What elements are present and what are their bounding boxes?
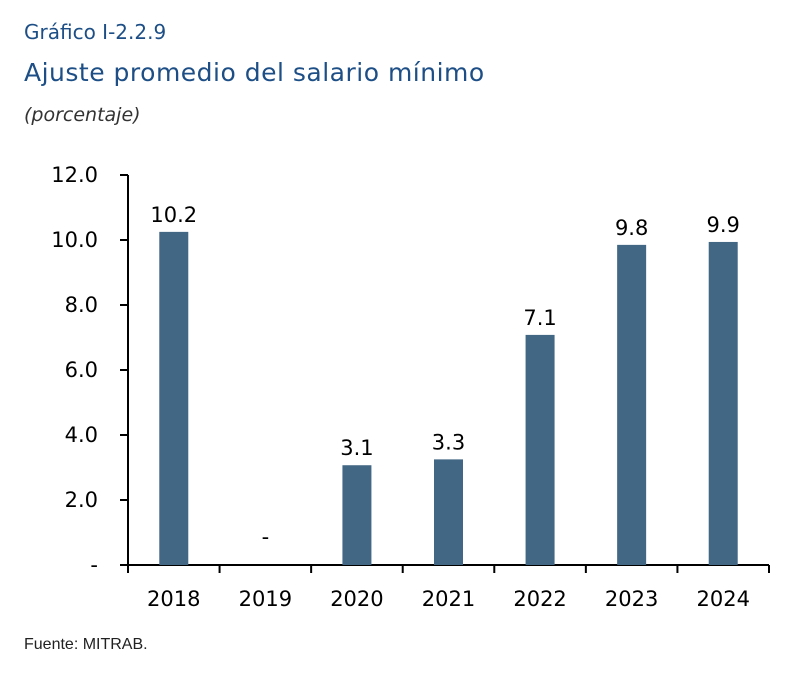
- x-tick-label: 2022: [513, 587, 566, 611]
- bar: [434, 459, 463, 565]
- data-label: 10.2: [150, 203, 197, 227]
- data-label: 3.3: [432, 430, 465, 454]
- bar: [525, 334, 555, 565]
- y-tick-label: 10.0: [51, 228, 98, 252]
- chart-unit: (porcentaje): [24, 104, 141, 126]
- y-tick-label: 2.0: [65, 488, 98, 512]
- data-label: 9.9: [707, 213, 740, 237]
- x-tick-label: 2019: [239, 587, 292, 611]
- y-tick-label: -: [90, 553, 98, 577]
- bar: [617, 244, 647, 565]
- bar: [342, 465, 372, 565]
- x-tick-label: 2021: [422, 587, 475, 611]
- y-tick-label: 4.0: [65, 423, 98, 447]
- y-tick-label: 8.0: [65, 293, 98, 317]
- data-label: -: [262, 525, 270, 549]
- chart-title: Ajuste promedio del salario mínimo: [24, 58, 485, 87]
- chart-kicker: Gráfico I-2.2.9: [24, 20, 167, 44]
- data-label: 7.1: [523, 306, 556, 330]
- y-tick-label: 6.0: [65, 358, 98, 382]
- source-note: Fuente: MITRAB.: [24, 636, 148, 653]
- y-tick-label: 12.0: [51, 163, 98, 187]
- x-tick-label: 2018: [147, 587, 200, 611]
- x-tick-label: 2024: [696, 587, 749, 611]
- x-tick-label: 2023: [605, 587, 658, 611]
- bar: [159, 231, 189, 565]
- bar: [708, 241, 738, 565]
- x-tick-label: 2020: [330, 587, 383, 611]
- data-label: 9.8: [615, 216, 648, 240]
- data-label: 3.1: [340, 436, 373, 460]
